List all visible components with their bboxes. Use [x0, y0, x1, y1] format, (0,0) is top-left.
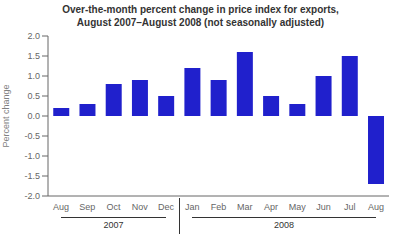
- svg-text:1.5: 1.5: [27, 51, 40, 61]
- svg-text:Aug: Aug: [368, 202, 384, 212]
- svg-text:Jun: Jun: [316, 202, 331, 212]
- svg-text:Feb: Feb: [211, 202, 227, 212]
- html-text:2007: 2007: [103, 220, 124, 230]
- svg-text:0.5: 0.5: [27, 91, 40, 101]
- html-text:August 2007–August 2008 (not s: August 2007–August 2008 (not seasonally …: [76, 17, 325, 28]
- svg-text:Mar: Mar: [237, 202, 253, 212]
- svg-text:Jul: Jul: [344, 202, 356, 212]
- svg-text:Jan: Jan: [185, 202, 200, 212]
- svg-text:May: May: [289, 202, 307, 212]
- svg-text:-1.0: -1.0: [24, 151, 40, 161]
- html-text:2008: 2008: [274, 220, 295, 230]
- svg-text:-0.5: -0.5: [24, 131, 40, 141]
- svg-text:2.0: 2.0: [27, 31, 40, 41]
- svg-text:0.0: 0.0: [27, 111, 40, 121]
- html-text:Over-the-month percent change: Over-the-month percent change in price i…: [62, 4, 339, 15]
- svg-text:Dec: Dec: [158, 202, 175, 212]
- svg-text:Aug: Aug: [53, 202, 69, 212]
- svg-text:-1.5: -1.5: [24, 171, 40, 181]
- svg-text:Apr: Apr: [264, 202, 278, 212]
- svg-text:-2.0: -2.0: [24, 191, 40, 201]
- svg-text:1.0: 1.0: [27, 71, 40, 81]
- svg-text:Nov: Nov: [132, 202, 149, 212]
- svg-text:Oct: Oct: [107, 202, 122, 212]
- svg-text:Sep: Sep: [79, 202, 95, 212]
- svg-text:Percent change: Percent change: [8, 84, 11, 147]
